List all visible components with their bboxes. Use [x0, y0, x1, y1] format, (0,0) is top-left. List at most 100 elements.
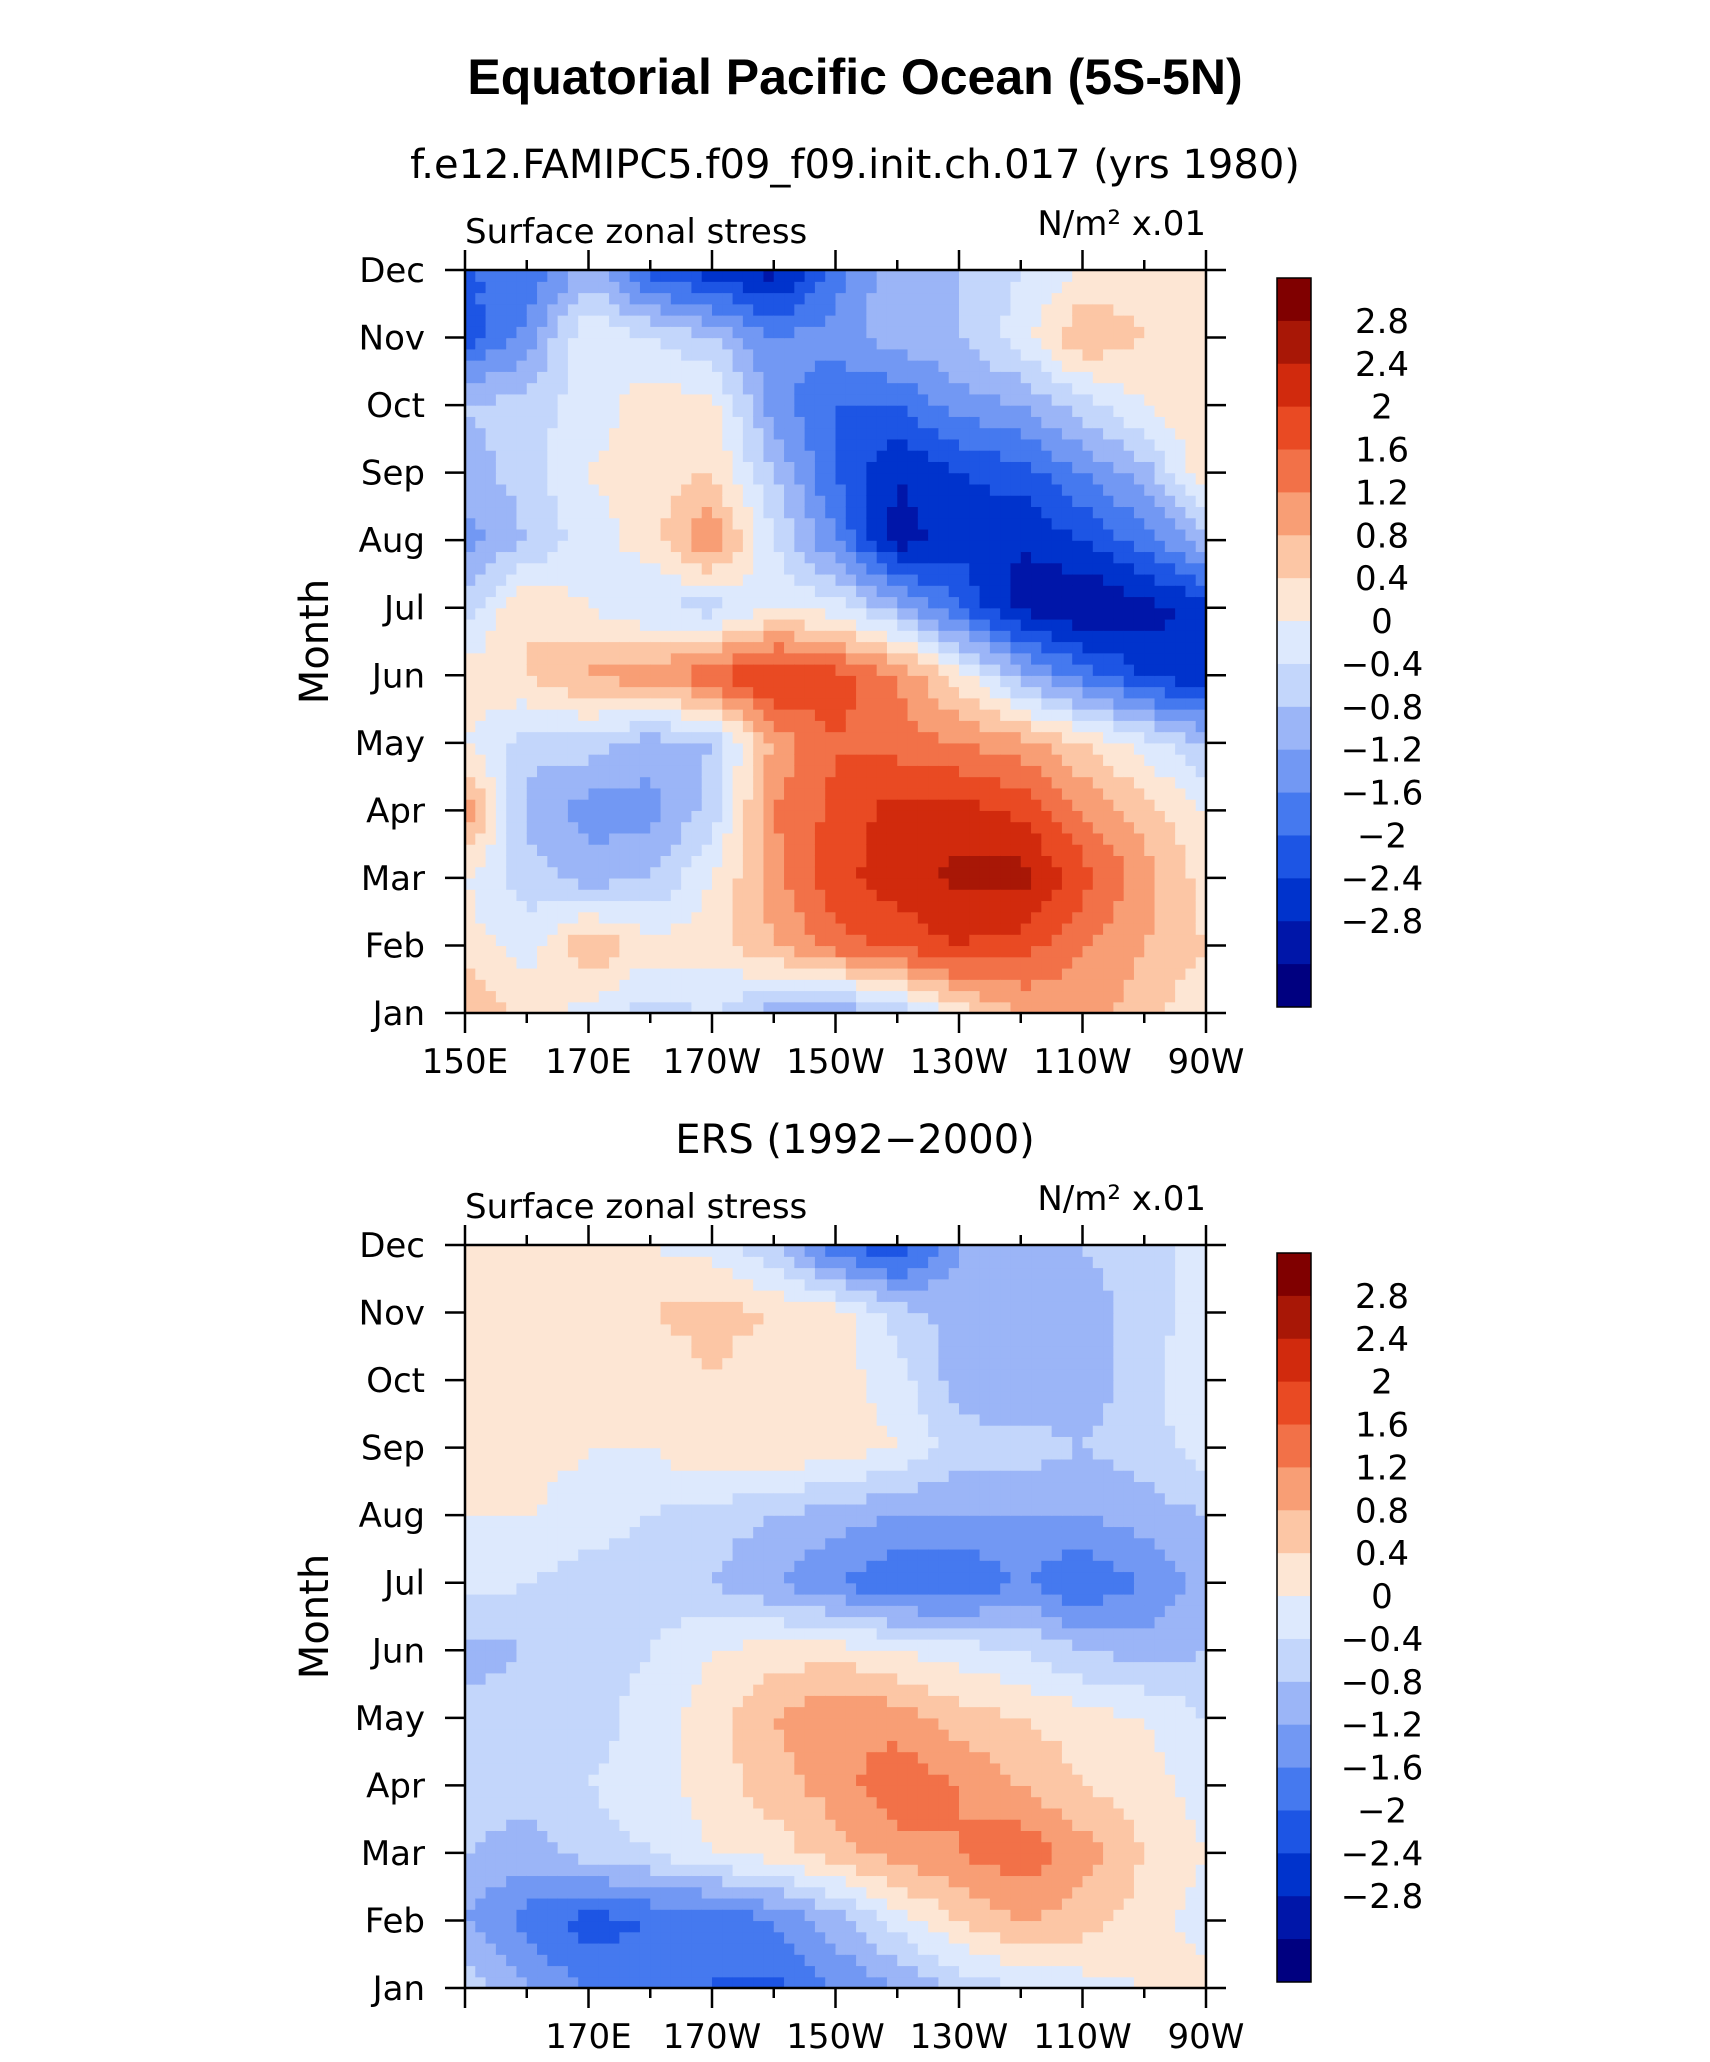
- contour-cell: [660, 967, 672, 980]
- contour-cell: [753, 506, 765, 519]
- contour-cell: [907, 877, 919, 890]
- contour-cell: [701, 540, 713, 553]
- contour-cell: [650, 1942, 662, 1955]
- contour-cell: [1020, 461, 1032, 474]
- contour-cell: [660, 528, 672, 541]
- contour-cell: [495, 709, 507, 721]
- contour-cell: [928, 427, 940, 440]
- contour-cell: [1123, 911, 1135, 924]
- contour-cell: [681, 1976, 693, 1989]
- contour-cell: [1031, 506, 1042, 519]
- contour-cell: [742, 855, 754, 868]
- contour-cell: [1082, 630, 1094, 643]
- contour-cell: [1133, 934, 1145, 947]
- contour-cell: [1103, 326, 1114, 339]
- contour-cell: [588, 1931, 600, 1944]
- contour-cell: [1195, 697, 1207, 710]
- contour-cell: [784, 945, 795, 958]
- contour-cell: [629, 1001, 641, 1014]
- contour-cell: [804, 709, 816, 721]
- contour-cell: [784, 528, 795, 541]
- contour-cell: [804, 438, 816, 451]
- contour-cell: [814, 472, 826, 485]
- contour-cell: [619, 810, 631, 823]
- contour-cell: [784, 934, 795, 947]
- contour-cell: [588, 720, 600, 733]
- contour-cell: [1175, 506, 1187, 519]
- contour-cell: [475, 517, 487, 530]
- contour-cell: [465, 1931, 476, 1944]
- contour-cell: [1061, 821, 1073, 834]
- contour-cell: [742, 315, 754, 327]
- contour-cell: [1195, 573, 1207, 586]
- contour-cell: [485, 776, 497, 789]
- contour-cell: [948, 652, 960, 665]
- contour-cell: [670, 292, 682, 305]
- contour-cell: [660, 573, 672, 586]
- contour-cell: [876, 821, 888, 834]
- contour-cell: [979, 709, 991, 721]
- contour-cell: [773, 877, 785, 890]
- contour-cell: [804, 889, 816, 902]
- contour-cell: [1031, 405, 1042, 417]
- contour-cell: [681, 641, 693, 654]
- contour-cell: [959, 697, 970, 710]
- contour-cell: [1185, 844, 1197, 856]
- contour-cell: [547, 585, 559, 598]
- contour-cell: [1010, 405, 1022, 417]
- contour-cell: [1123, 990, 1135, 1003]
- contour-cell: [1061, 292, 1073, 305]
- contour-cell: [701, 528, 713, 541]
- contour-cell: [485, 731, 497, 744]
- contour-cell: [598, 821, 610, 834]
- contour-cell: [938, 596, 950, 609]
- contour-cell: [701, 450, 713, 462]
- contour-cell: [1051, 776, 1063, 789]
- contour-cell: [907, 596, 919, 609]
- contour-cell: [753, 652, 765, 665]
- contour-cell: [578, 607, 590, 620]
- contour-cell: [886, 495, 898, 508]
- contour-cell: [732, 427, 744, 440]
- contour-cell: [1195, 281, 1207, 294]
- contour-cell: [1113, 697, 1125, 710]
- contour-cell: [989, 641, 1001, 654]
- contour-cell: [1072, 281, 1084, 294]
- contour-cell: [557, 709, 569, 721]
- contour-cell: [732, 382, 744, 395]
- contour-cell: [917, 551, 929, 564]
- contour-cell: [567, 551, 579, 564]
- contour-cell: [609, 945, 620, 958]
- contour-cell: [1051, 495, 1063, 508]
- contour-cell: [475, 956, 487, 969]
- contour-cell: [1072, 382, 1084, 395]
- contour-cell: [691, 630, 703, 643]
- contour-cell: [814, 765, 826, 778]
- contour-cell: [485, 1954, 497, 1967]
- contour-cell: [1195, 664, 1207, 676]
- contour-cell: [814, 326, 826, 339]
- contour-cell: [969, 844, 981, 856]
- colorbar-label: −1.6: [1341, 774, 1424, 814]
- contour-cell: [1010, 450, 1022, 462]
- contour-cell: [701, 675, 713, 688]
- colorbar-label: −2: [1357, 816, 1407, 856]
- x-tick-label: 170W: [663, 1042, 762, 1082]
- contour-cell: [557, 506, 569, 519]
- contour-cell: [578, 540, 590, 553]
- contour-cell: [979, 1001, 991, 1014]
- contour-cell: [1103, 607, 1114, 620]
- contour-cell: [681, 1954, 693, 1967]
- contour-cell: [578, 821, 590, 834]
- contour-cell: [557, 787, 569, 800]
- contour-cell: [650, 540, 662, 553]
- contour-cell: [1113, 562, 1125, 575]
- contour-cell: [1123, 618, 1135, 631]
- contour-cell: [1185, 596, 1197, 609]
- contour-cell: [1185, 281, 1197, 294]
- contour-cell: [1082, 922, 1094, 935]
- contour-cell: [475, 754, 487, 766]
- contour-cell: [475, 360, 487, 372]
- contour-cell: [1061, 270, 1073, 282]
- contour-cell: [609, 1001, 620, 1014]
